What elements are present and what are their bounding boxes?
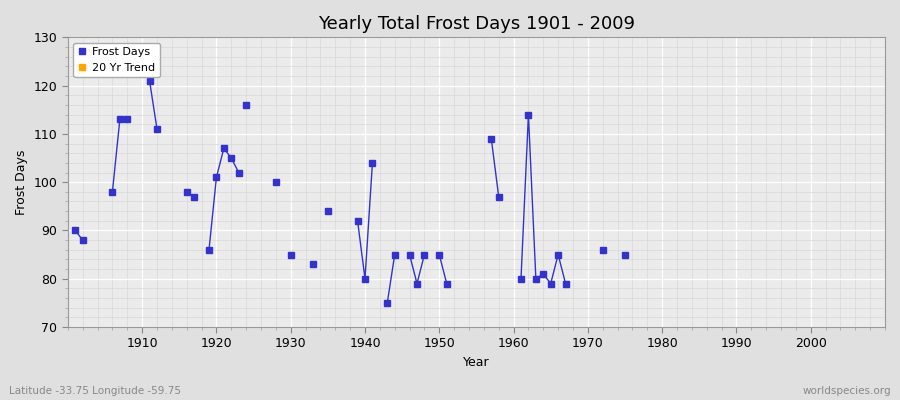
Y-axis label: Frost Days: Frost Days: [15, 150, 28, 215]
Text: worldspecies.org: worldspecies.org: [803, 386, 891, 396]
Legend: Frost Days, 20 Yr Trend: Frost Days, 20 Yr Trend: [74, 43, 160, 77]
Text: Latitude -33.75 Longitude -59.75: Latitude -33.75 Longitude -59.75: [9, 386, 181, 396]
X-axis label: Year: Year: [464, 356, 490, 369]
Title: Yearly Total Frost Days 1901 - 2009: Yearly Total Frost Days 1901 - 2009: [318, 15, 634, 33]
